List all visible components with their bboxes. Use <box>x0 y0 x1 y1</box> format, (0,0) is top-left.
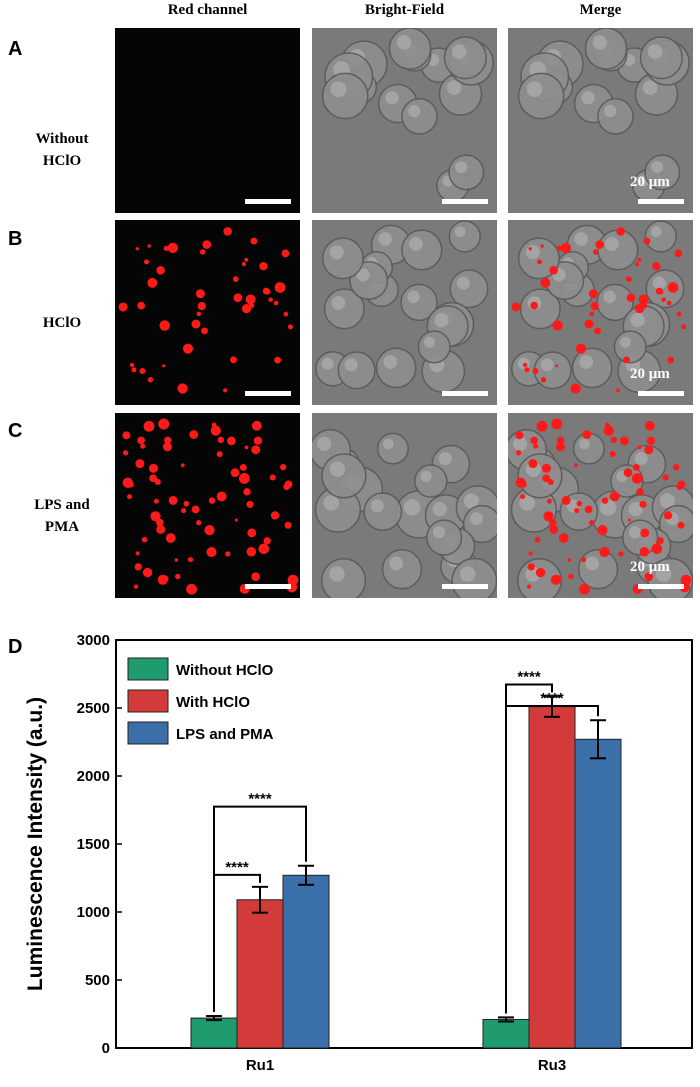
image-a-bright <box>312 28 497 213</box>
scale-bar <box>245 584 291 589</box>
bar <box>574 738 622 1049</box>
y-tick-label: 1000 <box>77 904 110 921</box>
row-label-a: Without HClO <box>18 128 106 172</box>
row-label-b-line-1: HClO <box>42 315 82 331</box>
legend-entry: Without HClO <box>176 662 274 679</box>
bar <box>528 706 576 1049</box>
image-a-red <box>115 28 300 213</box>
scale-bar-label: 20 μm <box>630 174 670 190</box>
legend-entry: With HClO <box>176 694 250 711</box>
image-c-bright <box>312 413 497 598</box>
bar <box>190 1017 238 1049</box>
x-tick-label: Ru3 <box>538 1057 566 1074</box>
bar <box>282 874 330 1049</box>
image-b-red <box>115 220 300 405</box>
scale-bar-label: 20 μm <box>630 366 670 382</box>
image-b-merge <box>508 220 693 405</box>
column-title-red-channel: Red channel <box>167 2 248 18</box>
significance-bracket <box>213 805 307 1013</box>
legend-swatch <box>127 689 169 713</box>
significance-label: **** <box>517 668 541 685</box>
row-label-c: LPS and PMA <box>18 494 106 538</box>
scale-bar-label: 20 μm <box>630 559 670 575</box>
scale-bar <box>638 584 684 589</box>
scale-bar <box>442 391 488 396</box>
significance-label: **** <box>540 690 564 707</box>
bar <box>482 1018 530 1049</box>
row-label-c-line-1: LPS and <box>34 497 90 513</box>
row-label-a-line-2: HClO <box>42 153 82 169</box>
row-label-b: HClO <box>18 312 106 334</box>
row-label-a-line-1: Without <box>35 131 89 147</box>
scale-bar <box>638 199 684 204</box>
image-c-red <box>115 413 300 598</box>
panel-letter-a: A <box>8 38 23 60</box>
y-axis-label: Luminescence Intensity (a.u.) <box>24 697 47 991</box>
y-tick-label: 3000 <box>77 632 110 649</box>
y-tick-label: 1500 <box>77 836 110 853</box>
column-title-merge: Merge <box>579 2 622 18</box>
bar <box>236 899 284 1049</box>
y-tick-label: 0 <box>102 1040 110 1057</box>
legend-entry: LPS and PMA <box>176 726 274 743</box>
bar-chart: 0 500 1000 1500 2000 2500 3000 Luminescence Int… <box>24 632 693 1074</box>
panel-letter-b: B <box>8 228 23 250</box>
y-tick-label: 500 <box>85 972 110 989</box>
legend-swatch <box>127 657 169 681</box>
significance-bracket <box>505 705 599 1014</box>
row-label-c-line-2: PMA <box>44 519 80 535</box>
scale-bar <box>442 199 488 204</box>
scale-bar <box>245 391 291 396</box>
legend-swatch <box>127 721 169 745</box>
column-title-bright-field: Bright-Field <box>364 2 445 18</box>
y-tick-label: 2500 <box>77 700 110 717</box>
x-tick-label: Ru1 <box>246 1057 274 1074</box>
image-c-merge <box>508 413 693 598</box>
y-tick-label: 2000 <box>77 768 110 785</box>
scale-bar <box>442 584 488 589</box>
panel-letter-d: D <box>8 636 23 658</box>
image-b-bright <box>312 220 497 405</box>
image-a-merge <box>508 28 693 213</box>
scale-bar <box>638 391 684 396</box>
significance-label: **** <box>248 791 272 808</box>
scale-bar <box>245 199 291 204</box>
panel-letter-c: C <box>8 420 23 442</box>
significance-label: **** <box>225 859 249 876</box>
